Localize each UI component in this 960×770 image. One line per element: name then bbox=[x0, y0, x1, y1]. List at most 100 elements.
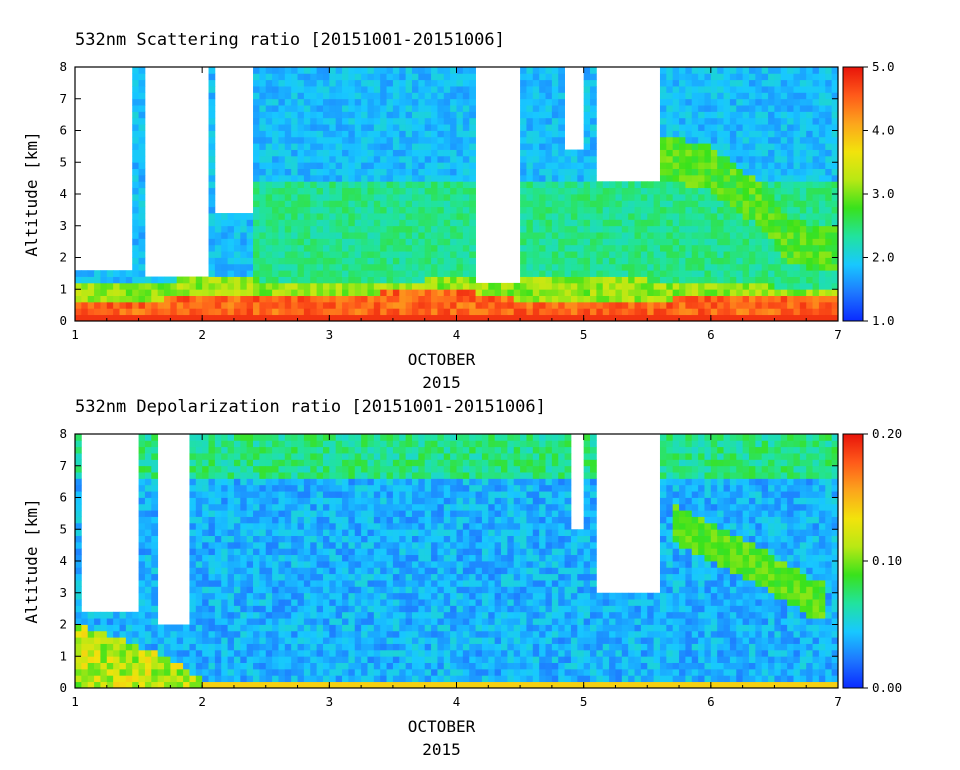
heatmap-cell bbox=[418, 155, 426, 163]
heatmap-cell bbox=[526, 73, 534, 81]
heatmap-cell bbox=[545, 219, 553, 227]
heatmap-cell bbox=[774, 105, 782, 112]
heatmap-cell bbox=[310, 232, 318, 239]
heatmap-cell bbox=[253, 497, 260, 505]
heatmap-cell bbox=[691, 301, 699, 309]
heatmap-cell bbox=[253, 117, 260, 125]
heatmap-cell bbox=[392, 219, 400, 227]
heatmap-cell bbox=[221, 675, 228, 683]
heatmap-cell bbox=[621, 213, 629, 220]
heatmap-cell bbox=[265, 155, 273, 163]
heatmap-cell bbox=[106, 282, 114, 290]
heatmap-cell bbox=[253, 580, 260, 587]
heatmap-cell bbox=[545, 194, 553, 201]
heatmap-cell bbox=[278, 308, 286, 316]
heatmap-cell bbox=[456, 136, 464, 144]
heatmap-cell bbox=[513, 314, 521, 322]
heatmap-cell bbox=[577, 213, 585, 220]
heatmap-cell bbox=[532, 238, 540, 246]
heatmap-cell bbox=[284, 225, 292, 233]
heatmap-cell bbox=[787, 194, 794, 201]
heatmap-cell bbox=[195, 586, 203, 594]
heatmap-cell bbox=[125, 618, 133, 625]
heatmap-cell bbox=[602, 244, 610, 252]
heatmap-cell bbox=[526, 257, 534, 265]
heatmap-cell bbox=[227, 668, 235, 676]
heatmap-cell bbox=[532, 92, 540, 100]
heatmap-cell bbox=[717, 181, 724, 189]
heatmap-cell bbox=[717, 67, 724, 74]
heatmap-cell bbox=[259, 67, 267, 74]
heatmap-cell bbox=[526, 181, 534, 189]
heatmap-cell bbox=[577, 194, 585, 201]
heatmap-cell bbox=[710, 136, 718, 144]
heatmap-cell bbox=[653, 194, 661, 201]
heatmap-cell bbox=[125, 295, 133, 303]
y-tick-label: 8 bbox=[59, 59, 67, 74]
heatmap-cell bbox=[729, 105, 737, 112]
heatmap-cell bbox=[748, 238, 756, 246]
heatmap-cell bbox=[106, 649, 114, 657]
heatmap-cell bbox=[825, 162, 833, 169]
heatmap-cell bbox=[831, 187, 839, 195]
heatmap-cell bbox=[615, 257, 623, 265]
heatmap-cell bbox=[75, 662, 82, 670]
heatmap-cell bbox=[246, 561, 254, 568]
heatmap-cell bbox=[590, 92, 597, 100]
heatmap-cell bbox=[221, 522, 228, 530]
heatmap-cell bbox=[202, 662, 209, 670]
heatmap-cell bbox=[297, 535, 305, 543]
heatmap-cell bbox=[87, 643, 95, 651]
heatmap-cell bbox=[144, 649, 152, 657]
heatmap-cell bbox=[812, 295, 820, 303]
heatmap-cell bbox=[399, 92, 407, 100]
heatmap-cell bbox=[691, 168, 699, 176]
heatmap-cell bbox=[329, 257, 337, 265]
heatmap-cell bbox=[717, 244, 724, 252]
heatmap-cell bbox=[335, 516, 343, 524]
heatmap-cell bbox=[418, 117, 426, 125]
heatmap-cell bbox=[583, 213, 591, 220]
heatmap-cell bbox=[253, 301, 260, 309]
heatmap-cell bbox=[679, 124, 686, 131]
heatmap-cell bbox=[736, 213, 744, 220]
heatmap-cell bbox=[437, 162, 445, 169]
heatmap-cell bbox=[551, 251, 559, 258]
heatmap-cell bbox=[431, 282, 438, 290]
heatmap-cell bbox=[284, 86, 292, 93]
heatmap-cell bbox=[462, 257, 470, 265]
heatmap-cell bbox=[202, 522, 209, 530]
heatmap-cell bbox=[710, 73, 718, 81]
heatmap-cell bbox=[278, 592, 286, 600]
heatmap-cell bbox=[793, 149, 801, 157]
heatmap-cell bbox=[125, 675, 133, 683]
heatmap-cell bbox=[214, 586, 222, 594]
heatmap-cell bbox=[742, 270, 750, 277]
heatmap-cell bbox=[297, 174, 305, 182]
heatmap-cell bbox=[297, 200, 305, 208]
heatmap-cell bbox=[520, 174, 527, 182]
heatmap-cell bbox=[462, 206, 470, 214]
heatmap-cell bbox=[342, 314, 349, 322]
heatmap-cell bbox=[539, 98, 546, 106]
heatmap-cell bbox=[583, 238, 591, 246]
heatmap-cell bbox=[354, 282, 362, 290]
heatmap-cell bbox=[679, 289, 686, 296]
heatmap-cell bbox=[278, 238, 286, 246]
heatmap-cell bbox=[812, 162, 820, 169]
heatmap-cell bbox=[742, 67, 750, 74]
heatmap-cell bbox=[310, 611, 318, 619]
heatmap-cell bbox=[685, 314, 693, 322]
heatmap-cell bbox=[761, 194, 769, 201]
heatmap-cell bbox=[411, 168, 419, 176]
heatmap-cell bbox=[284, 662, 292, 670]
heatmap-cell bbox=[106, 675, 114, 683]
heatmap-cell bbox=[748, 295, 756, 303]
heatmap-cell bbox=[577, 238, 585, 246]
heatmap-cell bbox=[380, 105, 387, 112]
heatmap-cell bbox=[558, 117, 565, 125]
heatmap-cell bbox=[469, 111, 476, 119]
heatmap-cell bbox=[316, 649, 324, 657]
heatmap-cell bbox=[418, 130, 426, 138]
heatmap-cell bbox=[227, 637, 235, 644]
